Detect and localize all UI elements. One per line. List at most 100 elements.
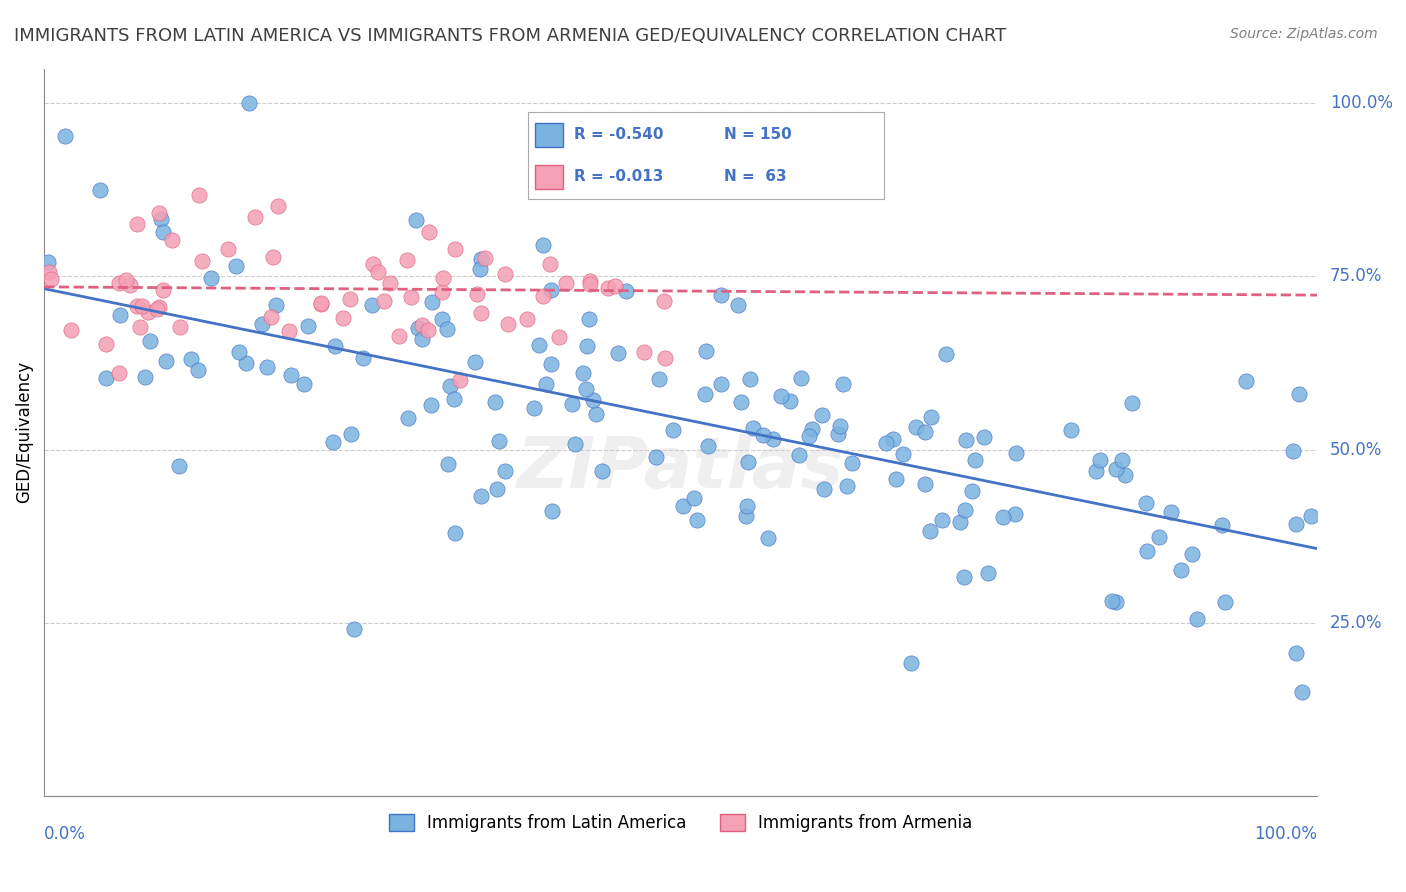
Point [498, 318, 520, 332]
Point [470, 490, 492, 504]
Point [449, 373, 471, 387]
Point [920, 409, 942, 424]
Point [790, 371, 813, 385]
Point [439, 379, 461, 393]
Point [955, 434, 977, 448]
Point [443, 392, 465, 407]
Text: 50.0%: 50.0% [1330, 441, 1382, 458]
Point [148, 206, 170, 220]
Point [467, 287, 489, 301]
Point [540, 284, 562, 298]
Point [914, 425, 936, 439]
Point [1088, 452, 1111, 467]
Point [578, 274, 600, 288]
Point [900, 656, 922, 670]
Point [250, 318, 273, 332]
Point [405, 213, 427, 227]
Point [396, 411, 419, 425]
Point [53, 128, 76, 143]
Point [494, 267, 516, 281]
Point [470, 261, 492, 276]
Point [37, 255, 59, 269]
Point [169, 319, 191, 334]
Point [388, 329, 411, 343]
Point [1101, 594, 1123, 608]
Point [963, 453, 986, 467]
Point [418, 323, 440, 337]
Point [554, 276, 576, 290]
Point [399, 290, 422, 304]
Point [1111, 452, 1133, 467]
Point [648, 117, 671, 131]
Point [578, 312, 600, 326]
Point [547, 330, 569, 344]
Point [735, 499, 758, 513]
Point [108, 277, 131, 291]
Point [561, 397, 583, 411]
Point [191, 254, 214, 268]
Point [1114, 467, 1136, 482]
Text: 25.0%: 25.0% [1330, 614, 1382, 632]
Point [935, 347, 957, 361]
Text: 0.0%: 0.0% [44, 825, 86, 843]
Point [280, 368, 302, 383]
Point [484, 395, 506, 409]
Y-axis label: GED/Equivalency: GED/Equivalency [15, 361, 32, 503]
Text: IMMIGRANTS FROM LATIN AMERICA VS IMMIGRANTS FROM ARMENIA GED/EQUIVALENCY CORRELA: IMMIGRANTS FROM LATIN AMERICA VS IMMIGRA… [14, 27, 1007, 45]
Point [1085, 463, 1108, 477]
Point [952, 570, 974, 584]
Point [1147, 530, 1170, 544]
Point [1291, 685, 1313, 699]
Point [1135, 496, 1157, 510]
Point [245, 210, 267, 224]
Point [167, 459, 190, 474]
Point [470, 306, 492, 320]
Point [367, 265, 389, 279]
Point [155, 354, 177, 368]
Point [540, 257, 562, 271]
Point [697, 439, 720, 453]
Point [735, 509, 758, 524]
Point [1170, 562, 1192, 576]
Point [1234, 374, 1257, 388]
Point [266, 199, 288, 213]
Point [695, 343, 717, 358]
Point [652, 294, 675, 309]
Point [737, 455, 759, 469]
Point [1281, 444, 1303, 458]
Point [322, 434, 344, 449]
Point [800, 422, 823, 436]
Point [758, 532, 780, 546]
Text: 100.0%: 100.0% [1254, 825, 1317, 843]
Point [1105, 462, 1128, 476]
Point [1285, 517, 1308, 532]
Point [769, 389, 792, 403]
Point [813, 482, 835, 496]
Text: 75.0%: 75.0% [1330, 268, 1382, 285]
Point [363, 257, 385, 271]
Point [1285, 646, 1308, 660]
Point [411, 318, 433, 332]
Point [837, 479, 859, 493]
Text: Source: ZipAtlas.com: Source: ZipAtlas.com [1230, 27, 1378, 41]
Point [94, 371, 117, 385]
Point [882, 432, 904, 446]
Point [1301, 509, 1323, 524]
Point [596, 281, 619, 295]
Point [200, 271, 222, 285]
Legend: Immigrants from Latin America, Immigrants from Armenia: Immigrants from Latin America, Immigrant… [382, 807, 979, 838]
Point [395, 253, 418, 268]
Point [1185, 611, 1208, 625]
Point [486, 482, 509, 496]
Point [1181, 547, 1204, 561]
Point [1213, 595, 1236, 609]
Point [118, 277, 141, 292]
Point [266, 298, 288, 312]
Point [914, 477, 936, 491]
Point [661, 423, 683, 437]
Point [323, 339, 346, 353]
Point [645, 450, 668, 464]
Point [228, 344, 250, 359]
Point [278, 324, 301, 338]
Point [238, 96, 260, 111]
